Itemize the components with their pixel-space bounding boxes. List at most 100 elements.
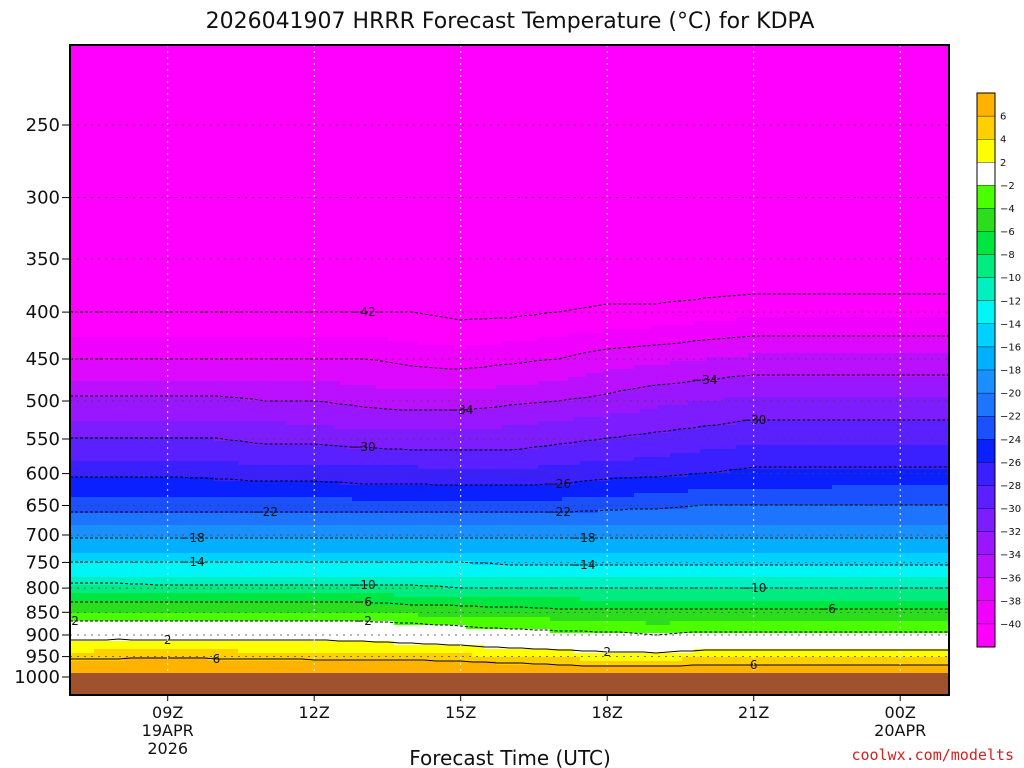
- field-cell: [88, 205, 95, 210]
- field-cell: [154, 501, 161, 506]
- field-cell: [88, 273, 95, 278]
- field-cell: [82, 245, 89, 250]
- field-cell: [220, 217, 227, 222]
- field-cell: [124, 433, 131, 438]
- field-cell: [190, 197, 197, 202]
- field-cell: [76, 369, 83, 374]
- field-cell: [196, 661, 203, 666]
- field-cell: [106, 213, 113, 218]
- field-cell: [178, 373, 185, 378]
- field-cell: [166, 577, 173, 582]
- field-cell: [226, 113, 233, 118]
- field-cell: [172, 317, 179, 322]
- field-cell: [172, 177, 179, 182]
- field-cell: [238, 461, 245, 466]
- field-cell: [190, 209, 197, 214]
- field-cell: [160, 237, 167, 242]
- field-cell: [136, 77, 143, 82]
- field-cell: [100, 525, 107, 530]
- field-cell: [178, 465, 185, 470]
- field-cell: [130, 421, 137, 426]
- field-cell: [250, 145, 257, 150]
- field-cell: [124, 621, 131, 626]
- field-cell: [190, 229, 197, 234]
- field-cell: [142, 265, 149, 270]
- field-cell: [136, 293, 143, 298]
- field-cell: [124, 497, 131, 502]
- field-cell: [190, 289, 197, 294]
- field-cell: [82, 661, 89, 666]
- field-cell: [166, 61, 173, 66]
- field-cell: [220, 113, 227, 118]
- field-cell: [112, 441, 119, 446]
- field-cell: [160, 81, 167, 86]
- field-cell: [88, 457, 95, 462]
- field-cell: [106, 481, 113, 486]
- field-cell: [142, 173, 149, 178]
- field-cell: [232, 381, 239, 386]
- field-cell: [226, 313, 233, 318]
- field-cell: [208, 669, 215, 674]
- field-cell: [130, 277, 137, 282]
- field-cell: [202, 453, 209, 458]
- field-cell: [184, 381, 191, 386]
- field-cell: [88, 297, 95, 302]
- field-cell: [88, 621, 95, 626]
- field-cell: [124, 337, 131, 342]
- field-cell: [148, 621, 155, 626]
- field-cell: [202, 193, 209, 198]
- field-cell: [220, 469, 227, 474]
- field-cell: [190, 205, 197, 210]
- field-cell: [250, 449, 257, 454]
- field-cell: [88, 549, 95, 554]
- field-cell: [190, 585, 197, 590]
- field-cell: [154, 601, 161, 606]
- field-cell: [238, 569, 245, 574]
- field-cell: [100, 249, 107, 254]
- field-cell: [160, 337, 167, 342]
- field-cell: [82, 537, 89, 542]
- field-cell: [70, 417, 77, 422]
- field-cell: [232, 341, 239, 346]
- field-cell: [160, 481, 167, 486]
- field-cell: [160, 189, 167, 194]
- field-cell: [196, 517, 203, 522]
- field-cell: [82, 285, 89, 290]
- field-cell: [88, 89, 95, 94]
- field-cell: [220, 645, 227, 650]
- field-cell: [142, 269, 149, 274]
- field-cell: [76, 505, 83, 510]
- field-cell: [226, 309, 233, 314]
- field-cell: [220, 573, 227, 578]
- field-cell: [124, 269, 131, 274]
- field-cell: [136, 145, 143, 150]
- field-cell: [214, 377, 221, 382]
- field-cell: [190, 613, 197, 618]
- field-cell: [250, 361, 257, 366]
- field-cell: [142, 57, 149, 62]
- field-cell: [112, 77, 119, 82]
- field-cell: [166, 125, 173, 130]
- field-cell: [232, 241, 239, 246]
- field-cell: [250, 385, 257, 390]
- field-cell: [190, 265, 197, 270]
- field-cell: [238, 409, 245, 414]
- field-cell: [184, 165, 191, 170]
- field-cell: [250, 81, 257, 86]
- field-cell: [196, 337, 203, 342]
- field-cell: [238, 261, 245, 266]
- field-cell: [226, 413, 233, 418]
- field-cell: [250, 189, 257, 194]
- field-cell: [100, 189, 107, 194]
- field-cell: [124, 373, 131, 378]
- field-cell: [190, 405, 197, 410]
- field-cell: [214, 297, 221, 302]
- field-cell: [250, 205, 257, 210]
- field-cell: [154, 245, 161, 250]
- field-cell: [76, 201, 83, 206]
- field-cell: [238, 353, 245, 358]
- field-cell: [184, 625, 191, 630]
- field-cell: [160, 441, 167, 446]
- field-cell: [136, 265, 143, 270]
- field-cell: [100, 93, 107, 98]
